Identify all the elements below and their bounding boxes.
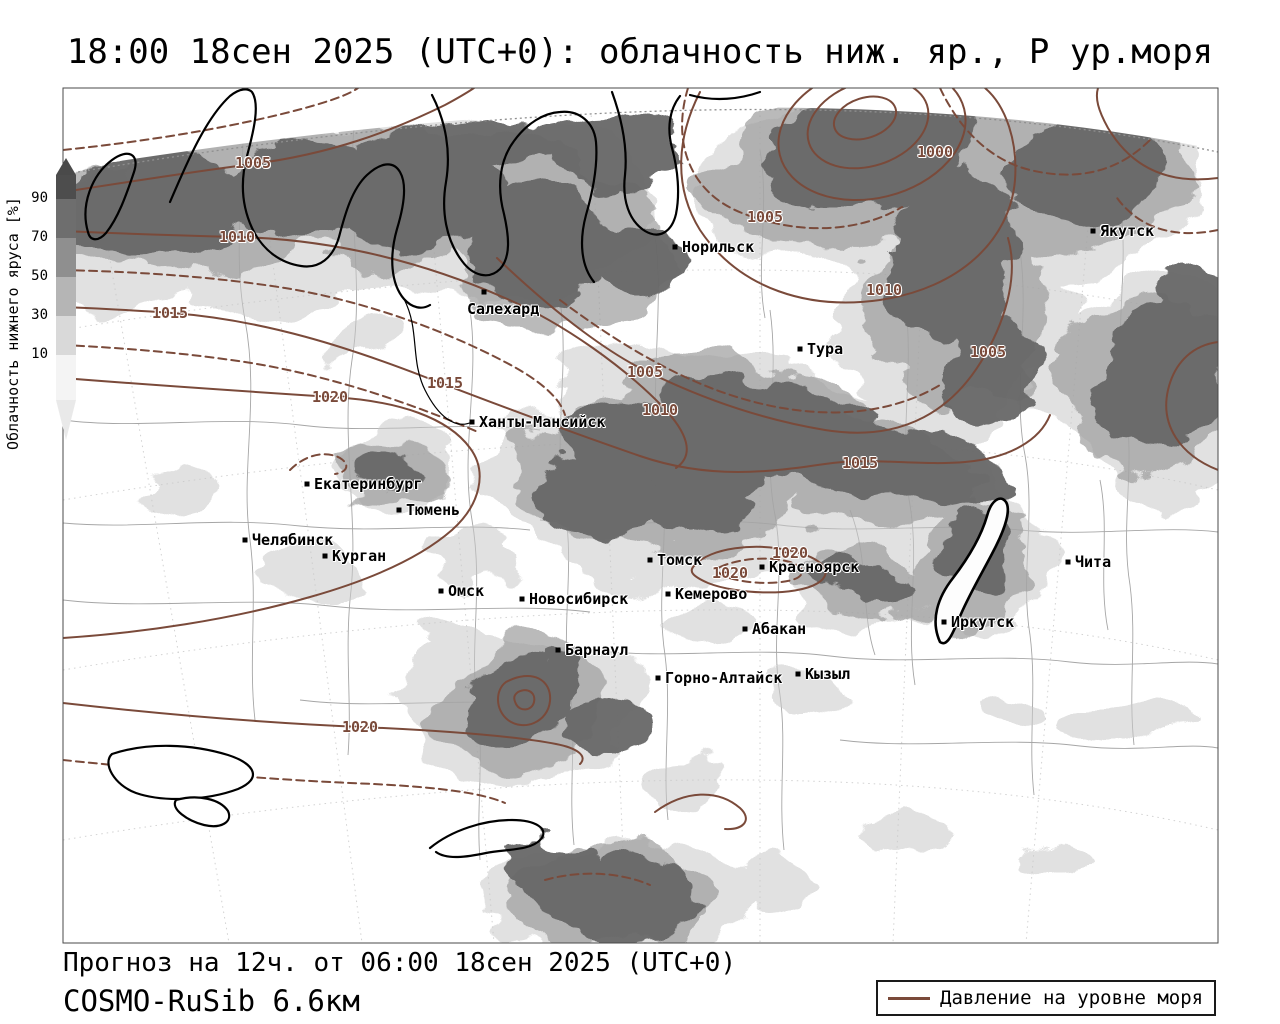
colorbar-arrow-down-icon xyxy=(56,400,76,440)
pressure-legend-label: Давление на уровне моря xyxy=(940,987,1204,1009)
colorbar-segment xyxy=(56,355,76,400)
map-title: 18:00 18сен 2025 (UTC+0): облачность ниж… xyxy=(66,32,1214,72)
isobars-solid xyxy=(63,88,1218,831)
colorbar-tick: 70 xyxy=(31,229,48,245)
domain-mask xyxy=(63,88,1218,170)
forecast-info: Прогноз на 12ч. от 06:00 18сен 2025 (UTC… xyxy=(63,948,737,978)
pressure-line-icon xyxy=(888,996,930,1000)
map-frame xyxy=(62,87,1219,944)
pressure-legend: Давление на уровне моря xyxy=(876,980,1216,1016)
colorbar-segment xyxy=(56,277,76,316)
model-info: COSMO-RuSib 6.6км xyxy=(63,984,360,1018)
colorbar-tick: 30 xyxy=(31,307,48,323)
colorbar-gradient xyxy=(56,175,76,400)
colorbar-segment xyxy=(56,199,76,238)
colorbar-segment xyxy=(56,238,76,277)
colorbar-ticks: 90 70 50 30 10 xyxy=(0,140,52,460)
coastlines xyxy=(84,88,1010,859)
colorbar-segment xyxy=(56,316,76,355)
cloud-cover-colorbar: Облачность нижнего яруса [%] 90 70 50 30 10 xyxy=(0,140,95,460)
colorbar-tick: 90 xyxy=(31,190,48,206)
colorbar-arrow-up-icon xyxy=(56,158,76,175)
colorbar-tick: 50 xyxy=(31,268,48,284)
colorbar-tick: 10 xyxy=(31,346,48,362)
colorbar-segment xyxy=(56,175,76,199)
